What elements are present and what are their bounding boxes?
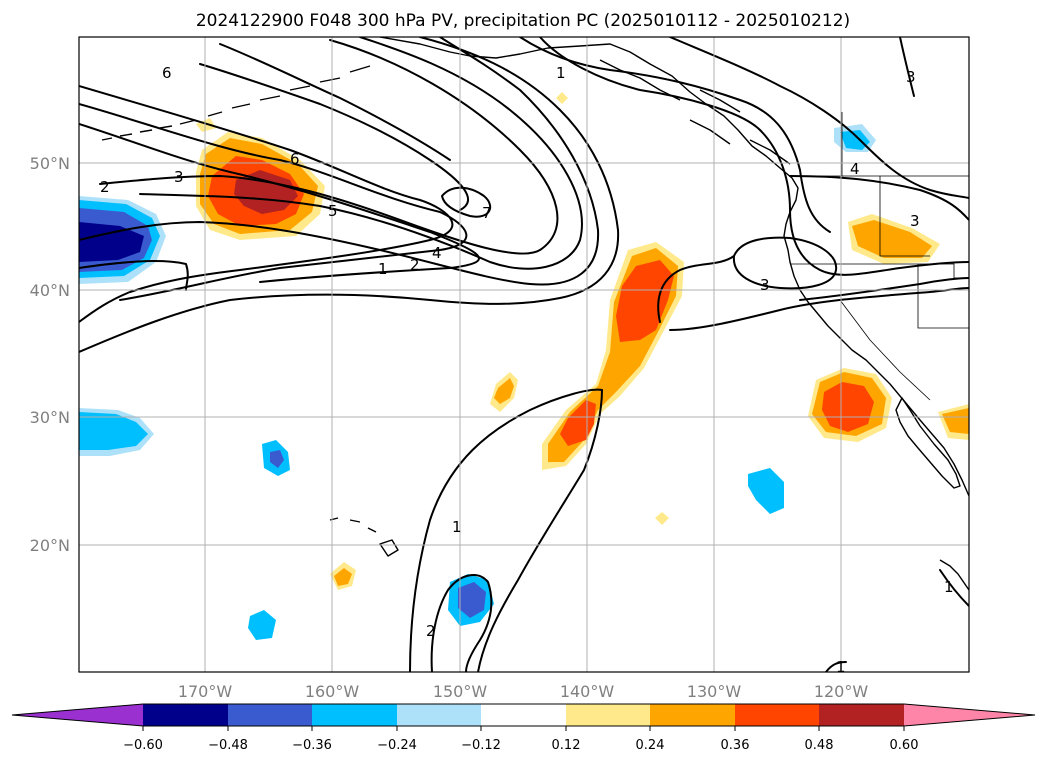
precip-positive-tiny-2	[655, 512, 669, 525]
pv-label: 1	[556, 64, 566, 82]
precip-negative-blob-southwest	[79, 408, 154, 456]
colorbar-ticks	[142, 726, 905, 731]
pv-label: 1	[452, 518, 462, 536]
colorbar-extend-low	[12, 704, 143, 726]
lon-label: 140°W	[560, 682, 615, 701]
precip-positive-small-2-core	[334, 568, 352, 586]
colorbar-bin	[143, 704, 228, 726]
pv-label: 3	[174, 168, 184, 186]
colorbar-tick-label: 0.24	[636, 738, 665, 753]
colorbar-tick-label: −0.60	[123, 738, 163, 753]
pv-label: 7	[482, 204, 492, 222]
precip-positive-oregon-core	[852, 220, 932, 258]
pv-label: 3	[910, 212, 920, 230]
coastline-baja	[895, 397, 961, 489]
precip-negative-small-5-core	[840, 130, 870, 150]
pv-label: 6	[290, 150, 300, 168]
latitude-labels: 50°N 40°N 30°N 20°N	[30, 154, 70, 555]
precip-positive-tiny-1	[556, 92, 568, 104]
precip-negative-small-3-core	[458, 582, 486, 618]
coastline-hawaii	[329, 517, 399, 557]
colorbar-bin	[228, 704, 312, 726]
colorbar-tick-label: 0.60	[890, 738, 919, 753]
precip-negative-small-4	[748, 468, 784, 514]
pv-label: 4	[850, 160, 860, 178]
lat-label: 50°N	[30, 154, 70, 173]
coastline-alaska-canada	[379, 37, 969, 497]
lon-label: 170°W	[178, 682, 233, 701]
pv-label: 6	[162, 64, 172, 82]
pv-label: 4	[432, 244, 442, 262]
lat-label: 20°N	[30, 536, 70, 555]
figure-title: 2024122900 F048 300 hPa PV, precipitatio…	[196, 11, 850, 31]
coastline-bc-islands	[599, 59, 791, 165]
colorbar-bin	[819, 704, 904, 726]
lat-label: 30°N	[30, 408, 70, 427]
colorbar: −0.60 −0.48 −0.36 −0.24 −0.12 0.12 0.24 …	[11, 703, 1036, 753]
borders	[790, 112, 969, 401]
precip-positive-blob-east	[808, 368, 892, 442]
lat-label: 40°N	[30, 281, 70, 300]
lon-label: 160°W	[305, 682, 360, 701]
pv-label: 3	[760, 276, 770, 294]
colorbar-tick-label: −0.48	[208, 738, 248, 753]
pv-contour-labels: 6 3 2 6 5 7 4 2 1 1 4 3 3 3 1 2 1 1	[100, 64, 954, 676]
colorbar-bin	[312, 704, 397, 726]
colorbar-tick-label: −0.36	[292, 738, 332, 753]
pv-label: 2	[100, 178, 110, 196]
pv-label: 1	[944, 578, 954, 596]
map-frame	[78, 36, 970, 673]
colorbar-tick-label: −0.24	[377, 738, 417, 753]
colorbar-tick-label: 0.36	[721, 738, 750, 753]
colorbar-bin	[735, 704, 819, 726]
pv-label: 2	[410, 256, 420, 274]
pv-label: 2	[426, 622, 436, 640]
coastline-mexico	[939, 559, 969, 591]
precip-negative-small-1-core	[270, 450, 284, 468]
map-panel: 6 3 2 6 5 7 4 2 1 1 4 3 3 3 1 2 1 1	[78, 36, 970, 676]
pv-label: 1	[836, 658, 846, 676]
lon-label: 150°W	[433, 682, 488, 701]
lon-label: 130°W	[687, 682, 742, 701]
pv-label: 3	[906, 68, 916, 86]
precip-positive-small-1-core	[494, 378, 514, 404]
precip-positive-tiny-3	[196, 118, 216, 132]
colorbar-tick-label: 0.12	[552, 738, 581, 753]
colorbar-bin	[397, 704, 481, 726]
coastlines	[101, 37, 969, 591]
pv-label: 5	[328, 202, 338, 220]
graticule	[79, 37, 969, 672]
coastline-aleutians	[101, 65, 371, 141]
colorbar-extend-high	[904, 704, 1035, 726]
pv-label: 1	[378, 260, 388, 278]
pv-contours	[79, 37, 969, 672]
precip-negative-small-2	[248, 610, 276, 640]
colorbar-bin	[650, 704, 735, 726]
longitude-labels: 170°W 160°W 150°W 140°W 130°W 120°W	[178, 682, 869, 701]
lon-label: 120°W	[814, 682, 869, 701]
colorbar-tick-label: −0.12	[461, 738, 501, 753]
colorbar-bin	[566, 704, 650, 726]
precip-positive-mexico-core	[942, 408, 969, 434]
colorbar-tick-label: 0.48	[805, 738, 834, 753]
colorbar-bin	[481, 704, 566, 726]
